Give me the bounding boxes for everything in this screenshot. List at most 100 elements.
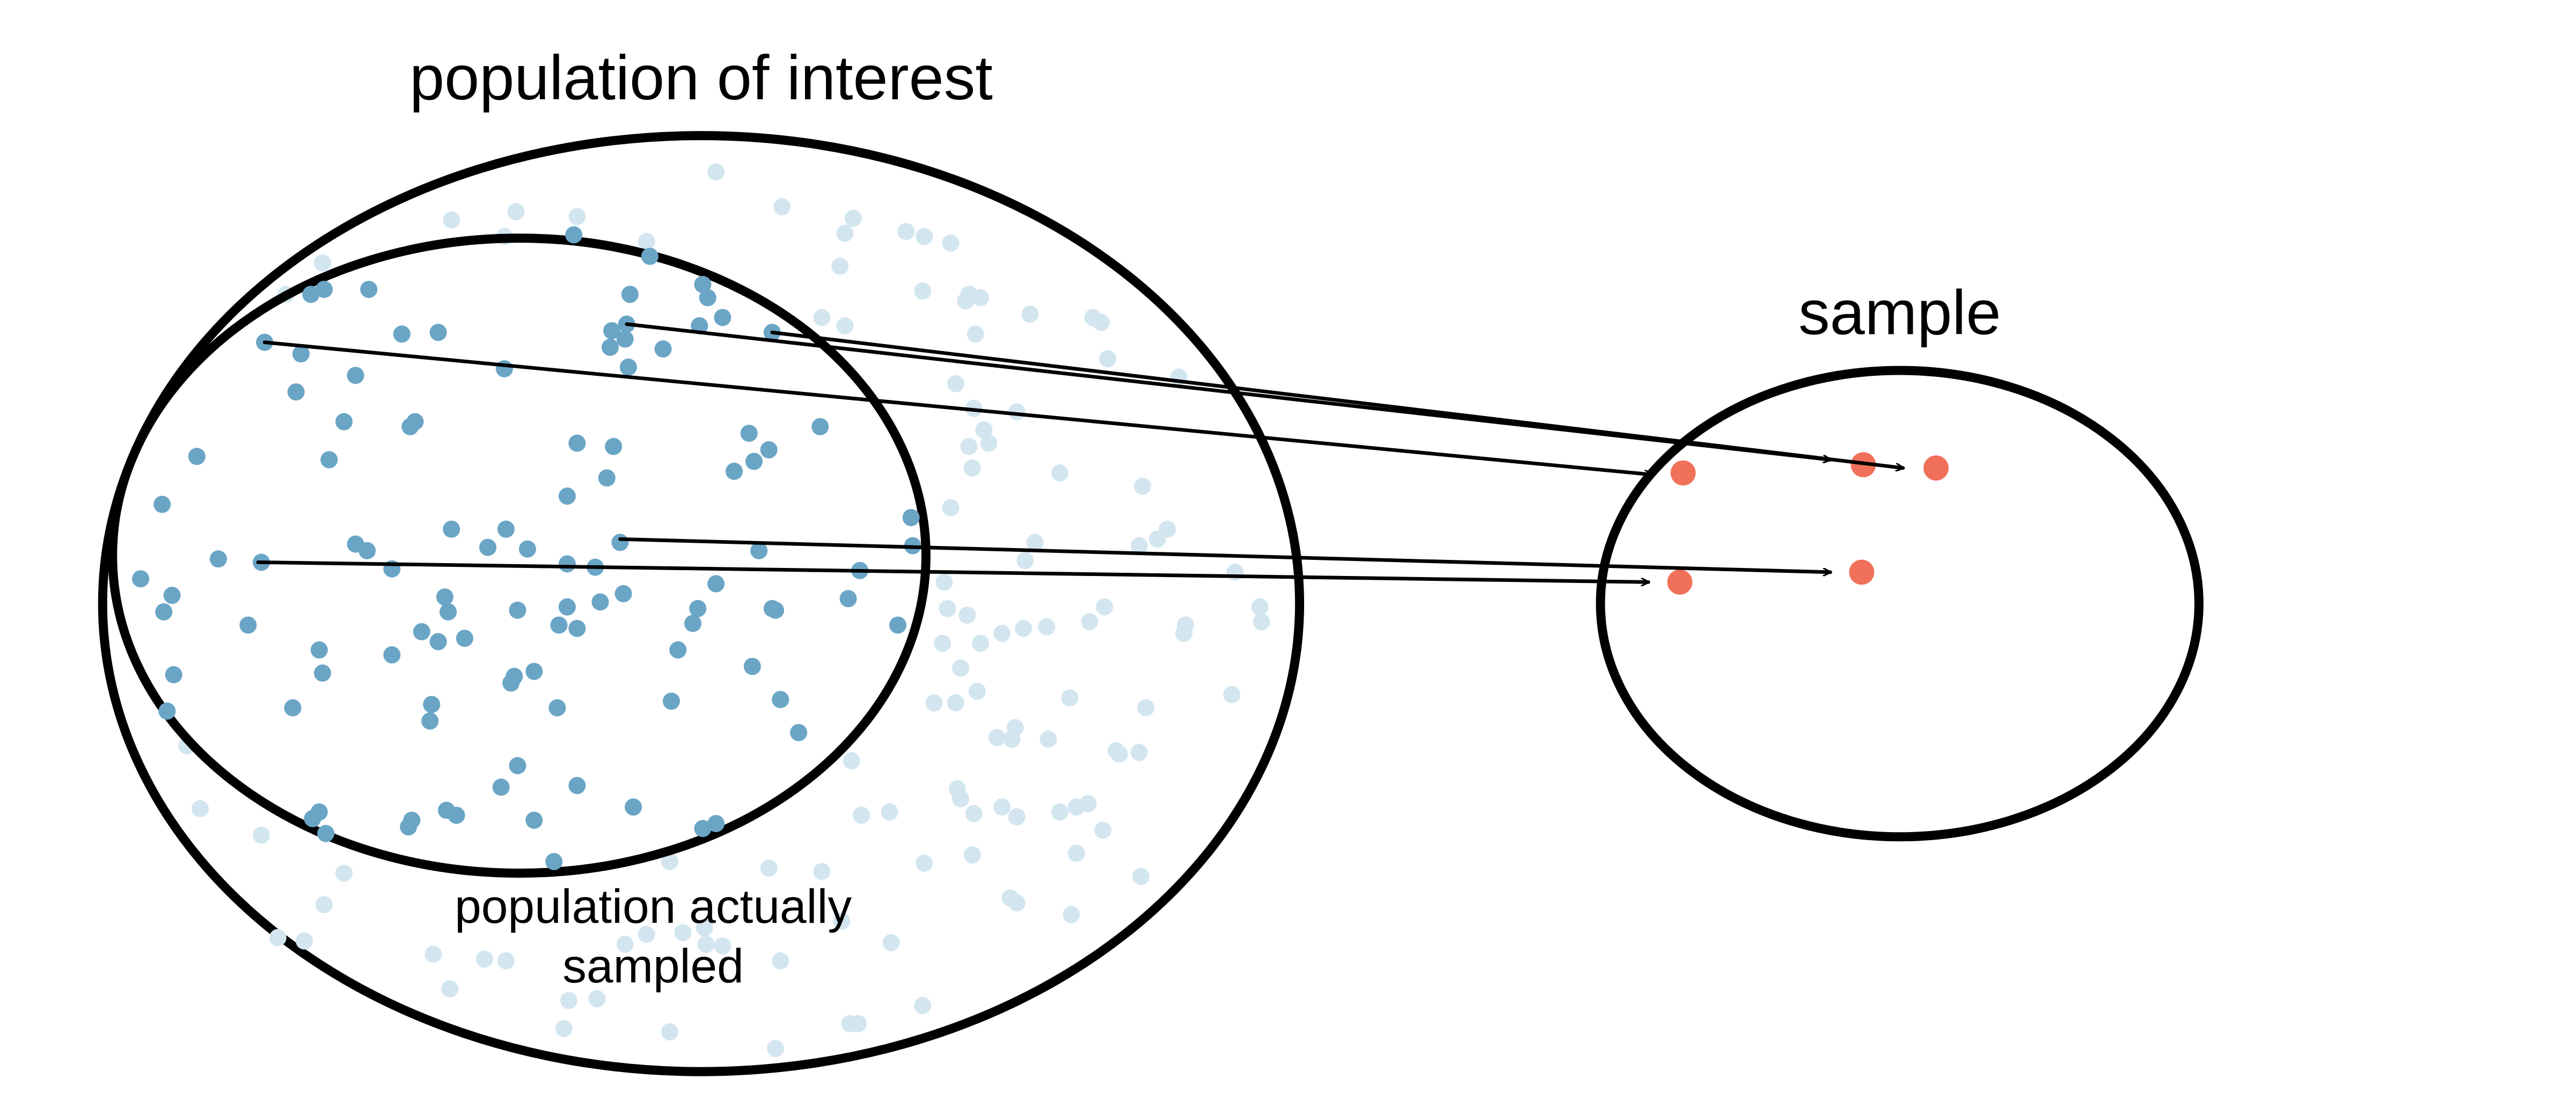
sampled-point (745, 453, 763, 470)
sampled-point (598, 469, 616, 487)
sample-label: sample (1798, 277, 2001, 347)
unsampled-point (914, 996, 932, 1015)
sampled-point (558, 487, 576, 505)
sampled-point (320, 451, 338, 469)
unsampled-point (975, 421, 993, 439)
unsampled-point (1096, 598, 1114, 616)
unsampled-point (588, 990, 606, 1008)
sampled-point (400, 818, 418, 836)
unsampled-point (714, 937, 731, 955)
unsampled-point (831, 257, 849, 275)
unsampled-point (1253, 613, 1270, 631)
sampled-point (239, 616, 257, 634)
unsampled-point (942, 234, 960, 252)
unsampled-point (1079, 795, 1097, 813)
unsampled-point (661, 852, 678, 871)
unsampled-point (947, 694, 964, 712)
sampled-point (302, 286, 320, 303)
unsampled-point (836, 224, 854, 242)
sampled-point (284, 699, 302, 717)
sample-point (1923, 455, 1949, 481)
sample-point (1849, 559, 1875, 585)
unsampled-point (425, 945, 442, 963)
sampled-point (568, 777, 586, 794)
unsampled-point (296, 932, 313, 950)
sampled-point (614, 585, 632, 602)
sampled-point (790, 724, 808, 741)
sampled-point (621, 286, 639, 303)
unsampled-point (443, 211, 460, 229)
unsampled-point (760, 859, 778, 877)
sampled-point (209, 550, 227, 568)
unsampled-points (178, 163, 1270, 1058)
unsampled-point (947, 375, 964, 392)
sampled-point (358, 542, 376, 559)
unsampled-point (441, 980, 459, 998)
unsampled-point (850, 1015, 867, 1032)
sampled-point (456, 630, 473, 647)
unsampled-point (853, 806, 870, 824)
sampled-point (565, 226, 583, 244)
sampled-point (839, 590, 857, 608)
unsampled-point (252, 826, 270, 844)
unsampled-point (1175, 624, 1192, 642)
sampled-point (158, 702, 176, 720)
sampled-point (684, 615, 702, 632)
sampled-point (495, 360, 513, 377)
unsampled-point (772, 952, 789, 969)
sampled-point (315, 281, 333, 298)
sampled-point (548, 699, 566, 717)
unsampled-point (942, 499, 960, 516)
unsampled-point (638, 925, 655, 943)
sampled-point (558, 598, 576, 616)
unsampled-point (697, 936, 715, 953)
unsampled-point (967, 325, 984, 343)
sampled-point (188, 448, 206, 465)
unsampled-point (616, 936, 634, 953)
unsampled-point (1130, 743, 1148, 761)
sample-point (1670, 460, 1696, 486)
sampled-point (502, 674, 520, 692)
sampled-point (401, 418, 419, 435)
population-actually-sampled-label-line1: population actually (455, 879, 852, 933)
population-of-interest-ellipse (98, 131, 1305, 1076)
sampled-point (611, 534, 629, 551)
unsampled-point (1133, 477, 1151, 495)
unsampled-point (335, 864, 353, 882)
unsampled-point (1015, 619, 1033, 637)
sampled-point (440, 603, 457, 621)
unsampled-point (1016, 552, 1034, 570)
unsampled-point (674, 924, 692, 942)
unsampled-point (1130, 537, 1148, 555)
sampled-point (694, 275, 712, 293)
sampled-point (423, 696, 441, 713)
unsampled-point (1132, 868, 1150, 885)
unsampled-point (963, 459, 981, 477)
sampled-point (699, 289, 716, 307)
unsampled-point (315, 896, 333, 914)
sampled-point (641, 247, 658, 265)
selection-arrow (256, 560, 1650, 582)
sampled-point (619, 358, 637, 376)
sampled-point (393, 325, 411, 343)
unsampled-point (1026, 534, 1044, 551)
unsampled-point (1040, 731, 1057, 748)
unsampled-point (836, 317, 854, 334)
sampled-point (743, 658, 761, 675)
sampled-point (448, 806, 465, 824)
sampled-point (443, 520, 460, 538)
sampled-point (429, 324, 447, 341)
unsampled-point (935, 573, 953, 591)
population-of-interest-label: population of interest (409, 42, 993, 113)
sample-points (1667, 452, 1949, 595)
unsampled-point (1061, 689, 1079, 707)
sampled-point (725, 462, 743, 480)
unsampled-point (1137, 699, 1155, 717)
sampled-point (165, 666, 182, 683)
sampled-point (601, 338, 619, 356)
sampled-point (317, 825, 335, 842)
unsampled-point (766, 1040, 785, 1058)
sampled-point (707, 575, 725, 593)
sampled-point (750, 542, 768, 559)
unsampled-point (844, 209, 862, 227)
